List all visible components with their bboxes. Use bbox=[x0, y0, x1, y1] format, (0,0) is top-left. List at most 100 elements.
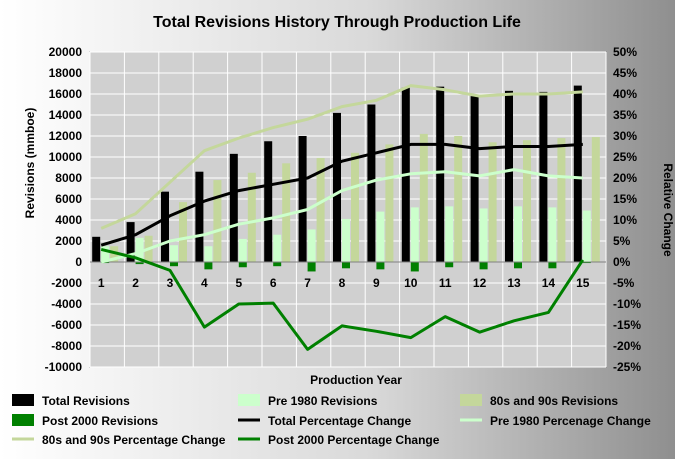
bar bbox=[419, 133, 428, 262]
y-tick-label: 2000 bbox=[55, 234, 82, 248]
y2-tick-label: -25% bbox=[613, 360, 641, 374]
bar bbox=[170, 245, 178, 262]
x-tick-label: 15 bbox=[576, 276, 590, 290]
bar bbox=[342, 218, 350, 262]
bar bbox=[135, 237, 144, 262]
y-tick-label: 16000 bbox=[49, 87, 83, 101]
bar bbox=[238, 238, 247, 262]
bar bbox=[479, 208, 488, 262]
x-tick-label: 6 bbox=[270, 276, 277, 290]
x-tick-label: 1 bbox=[98, 276, 105, 290]
x-tick-label: 13 bbox=[507, 276, 521, 290]
bar bbox=[333, 112, 341, 263]
x-axis-ticks: 1 2 3 4 5 6 7 8 9 10 11 12 13 14 15 bbox=[98, 276, 590, 290]
x-tick-label: 5 bbox=[235, 276, 242, 290]
bar bbox=[247, 172, 256, 262]
chart-title: Total Revisions History Through Producti… bbox=[153, 14, 521, 31]
y-tick-label: 0 bbox=[75, 255, 82, 269]
y-tick-label: -6000 bbox=[51, 318, 82, 332]
x-tick-label: 14 bbox=[542, 276, 556, 290]
bar bbox=[573, 85, 582, 262]
legend-label: 80s and 90s Revisions bbox=[490, 394, 618, 408]
y2-tick-label: 35% bbox=[613, 108, 637, 122]
x-axis-title: Production Year bbox=[310, 373, 402, 387]
legend-swatch bbox=[460, 394, 482, 406]
x-tick-label: 9 bbox=[373, 276, 380, 290]
y-axis-ticks: 2000018000160001400012000100008000600040… bbox=[45, 45, 83, 374]
bar bbox=[110, 246, 119, 262]
x-tick-label: 2 bbox=[132, 276, 139, 290]
x-tick-label: 12 bbox=[473, 276, 487, 290]
bar bbox=[539, 91, 548, 263]
bar bbox=[523, 140, 531, 262]
bar bbox=[204, 246, 213, 262]
x-tick-label: 8 bbox=[339, 276, 346, 290]
bar bbox=[488, 142, 497, 262]
series-line bbox=[100, 168, 583, 264]
bar bbox=[385, 144, 394, 262]
bar bbox=[282, 163, 291, 262]
y2-tick-label: 45% bbox=[613, 66, 637, 80]
legend-label: Post 2000 Revisions bbox=[42, 414, 158, 428]
bar bbox=[273, 262, 282, 267]
legend-swatch bbox=[12, 414, 34, 426]
legend-label: Pre 1980 Revisions bbox=[268, 394, 378, 408]
y2-tick-label: -5% bbox=[613, 276, 635, 290]
legend-swatch bbox=[12, 394, 34, 406]
bar bbox=[514, 262, 522, 269]
y-tick-label: 20000 bbox=[49, 45, 83, 59]
bar bbox=[376, 211, 385, 262]
bar bbox=[582, 210, 591, 262]
bar bbox=[101, 246, 110, 262]
y-tick-label: -8000 bbox=[51, 339, 82, 353]
bar bbox=[548, 262, 557, 269]
y-tick-label: 12000 bbox=[49, 129, 83, 143]
legend-swatch bbox=[238, 394, 260, 406]
bar bbox=[591, 137, 600, 262]
legend-label: Total Revisions bbox=[42, 394, 130, 408]
y2-tick-label: 10% bbox=[613, 213, 637, 227]
bar bbox=[557, 138, 566, 262]
y2-tick-label: 5% bbox=[613, 234, 631, 248]
x-tick-label: 4 bbox=[201, 276, 208, 290]
y2-tick-label: 50% bbox=[613, 45, 637, 59]
x-tick-label: 3 bbox=[167, 276, 174, 290]
bar bbox=[92, 236, 101, 262]
bar bbox=[351, 152, 359, 262]
bar bbox=[179, 202, 187, 262]
bar bbox=[436, 86, 445, 263]
y-tick-label: -4000 bbox=[51, 297, 82, 311]
series-line bbox=[100, 247, 585, 351]
bar bbox=[307, 229, 316, 262]
bar bbox=[238, 262, 247, 268]
y-tick-label: -10000 bbox=[45, 360, 83, 374]
legend-label: Pre 1980 Percenage Change bbox=[490, 414, 651, 428]
bar bbox=[135, 262, 144, 265]
legend: Total Revisions Pre 1980 Revisions 80s and… bbox=[12, 394, 651, 447]
y2-axis-ticks: 50% 45% 40% 35% 30% 25% 20% 15% 10% 5% 0% -5% -10% -1… bbox=[613, 45, 641, 374]
y2-tick-label: -20% bbox=[613, 339, 641, 353]
legend-label: Post 2000 Percentage Change bbox=[268, 433, 440, 447]
y-tick-label: -2000 bbox=[51, 276, 82, 290]
bar bbox=[195, 171, 204, 262]
y2-tick-label: -15% bbox=[613, 318, 641, 332]
y-tick-label: 18000 bbox=[49, 66, 83, 80]
y-tick-label: 6000 bbox=[55, 192, 82, 206]
x-tick-label: 10 bbox=[404, 276, 418, 290]
bar bbox=[470, 96, 479, 262]
y2-tick-label: 25% bbox=[613, 150, 637, 164]
bar bbox=[307, 262, 316, 272]
bar bbox=[316, 158, 325, 262]
series-line bbox=[100, 142, 583, 247]
bar bbox=[213, 180, 222, 262]
bar bbox=[367, 104, 376, 262]
y-tick-label: 8000 bbox=[55, 171, 82, 185]
bar bbox=[445, 262, 454, 268]
series-line bbox=[100, 84, 583, 230]
bar bbox=[505, 90, 513, 262]
bar bbox=[264, 141, 273, 262]
y2-tick-label: 15% bbox=[613, 192, 637, 206]
y2-tick-label: -10% bbox=[613, 297, 641, 311]
